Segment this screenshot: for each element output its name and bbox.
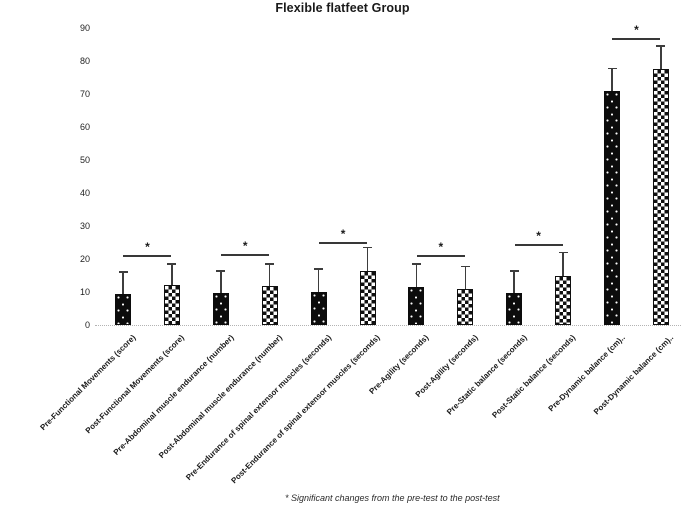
error-bar xyxy=(366,246,369,272)
error-bar-cap xyxy=(314,268,324,270)
y-axis-tick-label: 70 xyxy=(79,89,90,100)
bar xyxy=(457,288,474,325)
error-bar xyxy=(317,268,320,292)
x-axis-label: Post-Dynamic balance (cm).. xyxy=(591,333,676,417)
error-bar-cap xyxy=(656,45,666,47)
error-bar xyxy=(415,263,418,288)
y-axis-tick-label: 10 xyxy=(79,286,90,297)
bar xyxy=(212,293,229,325)
error-bar-cap xyxy=(363,246,372,249)
error-bar-cap xyxy=(460,265,470,268)
bar xyxy=(359,271,376,325)
bar xyxy=(652,69,669,325)
x-axis-label: Post-Functional Movements (score) xyxy=(84,333,187,436)
x-axis-label: Pre-Functional Movements (score) xyxy=(38,333,138,433)
significance-line xyxy=(123,254,172,257)
error-bar-cap xyxy=(558,251,568,254)
error-bar xyxy=(660,45,662,70)
y-axis-tick-label: 50 xyxy=(79,155,90,165)
y-axis-tick-label: 30 xyxy=(79,220,90,231)
error-bar xyxy=(171,263,173,285)
x-axis-label: Pre-Static balance (seconds) xyxy=(444,333,529,417)
significance-line xyxy=(221,254,270,257)
error-bar-cap xyxy=(167,263,177,265)
error-bar-cap xyxy=(265,263,275,265)
significance-line xyxy=(612,38,661,41)
error-bar-cap xyxy=(509,270,519,272)
significance-asterisk: * xyxy=(340,227,346,242)
x-axis-line xyxy=(95,325,681,326)
error-bar xyxy=(122,271,124,295)
y-axis-tick-label: 60 xyxy=(79,122,90,133)
error-bar xyxy=(562,251,564,276)
bar xyxy=(408,287,425,325)
significance-asterisk: * xyxy=(438,239,444,254)
y-axis-tick-label: 20 xyxy=(79,253,90,264)
significance-asterisk: * xyxy=(536,229,541,244)
error-bar-cap xyxy=(607,67,617,70)
error-bar xyxy=(513,270,515,294)
significance-line xyxy=(319,242,368,245)
error-bar-cap xyxy=(216,270,226,272)
error-bar-cap xyxy=(411,263,421,265)
error-bar xyxy=(611,67,613,92)
bar xyxy=(555,275,572,325)
error-bar xyxy=(464,265,467,289)
bar xyxy=(604,91,620,325)
y-axis-tick-label: 90 xyxy=(79,23,90,34)
significance-asterisk: * xyxy=(145,239,150,254)
error-bar xyxy=(268,263,271,286)
bar xyxy=(163,284,180,325)
significance-line xyxy=(514,244,563,247)
significance-line xyxy=(416,254,465,257)
bar xyxy=(310,291,327,325)
y-axis-tick-label: 40 xyxy=(79,187,90,198)
bar xyxy=(115,294,131,325)
y-axis-tick-label: 80 xyxy=(79,56,90,67)
chart-title: Flexible flatfeet Group xyxy=(275,1,410,15)
significance-asterisk: * xyxy=(242,239,248,254)
y-axis-tick-label: 0 xyxy=(84,319,90,330)
significance-asterisk: * xyxy=(634,23,639,38)
footnote: * Significant changes from the pre-test … xyxy=(285,493,500,503)
x-axis-label: Post-Static balance (seconds) xyxy=(490,333,578,420)
error-bar xyxy=(220,270,222,294)
bar xyxy=(261,285,278,325)
bar xyxy=(506,293,523,325)
error-bar-cap xyxy=(118,271,128,273)
